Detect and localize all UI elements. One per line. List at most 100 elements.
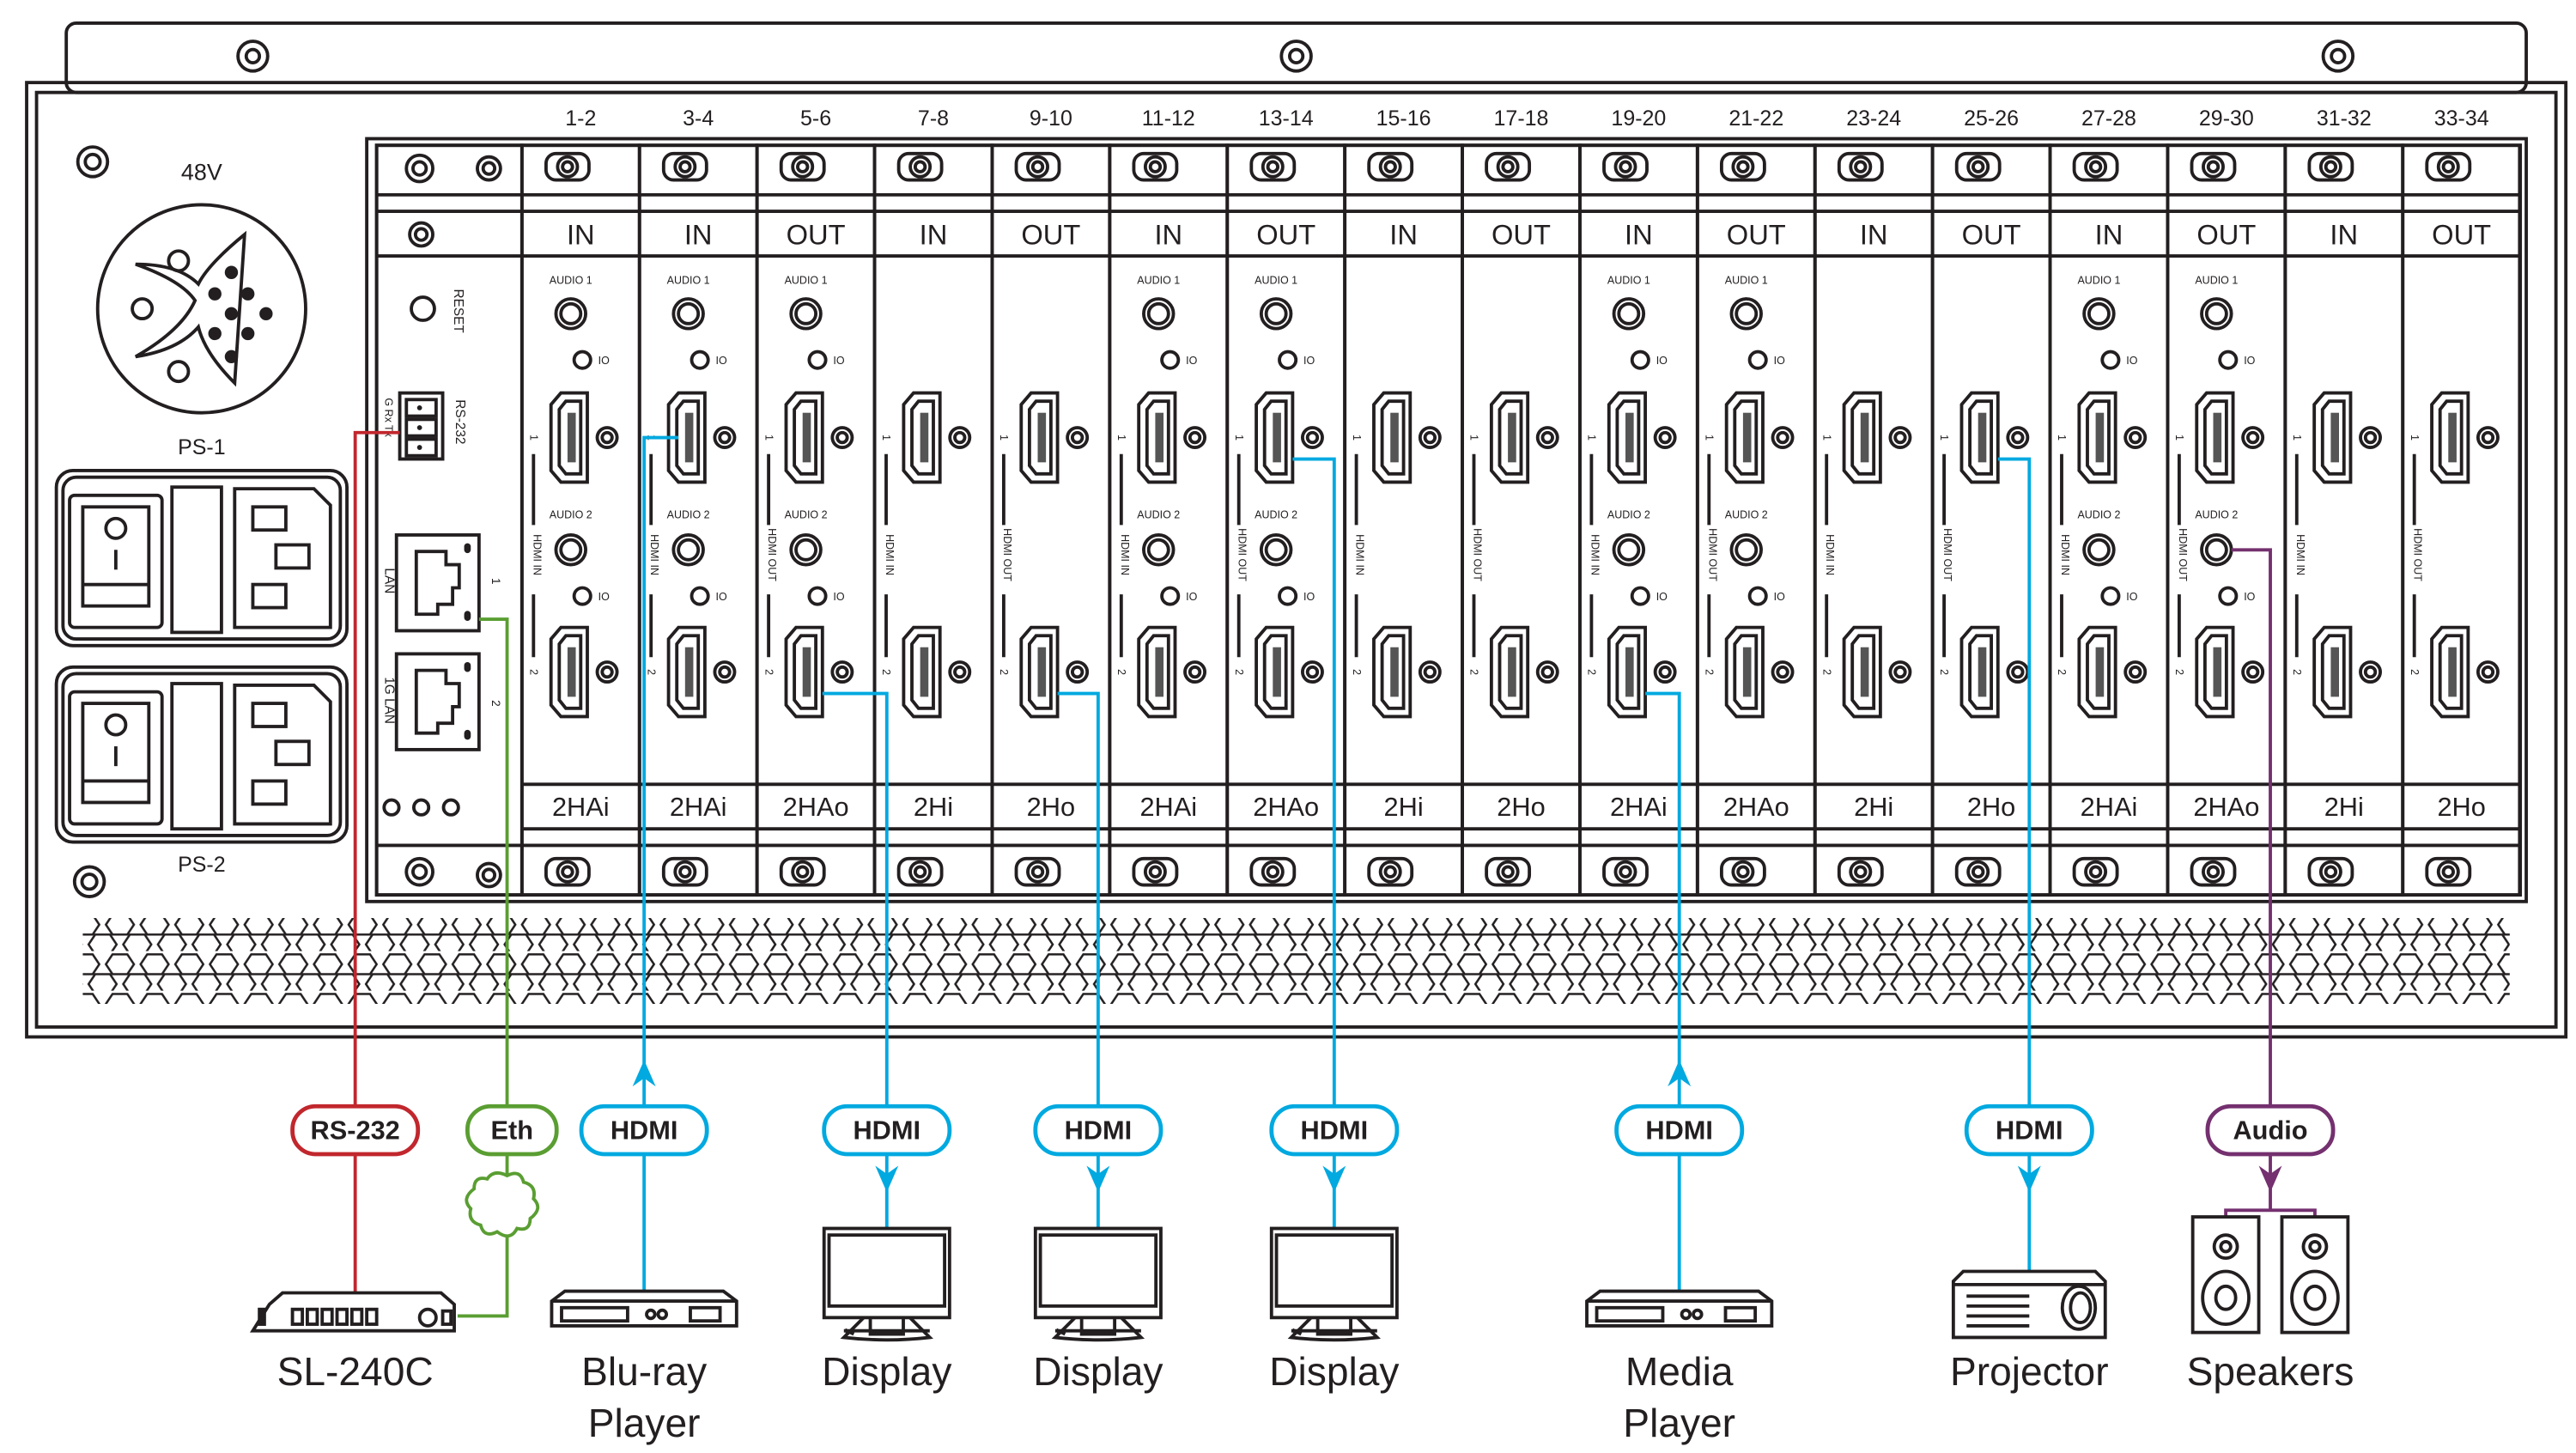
- slot-number-label: 3-4: [683, 106, 714, 131]
- audio1-jack[interactable]: [1729, 297, 1763, 331]
- port-number-label: 2: [1351, 669, 1363, 675]
- hdmi-port-2[interactable]: [1489, 625, 1559, 719]
- port-number-label: 2: [2173, 669, 2185, 675]
- hdmi-port-1[interactable]: [1137, 391, 1207, 484]
- reset-button[interactable]: [410, 295, 436, 322]
- port-number-label: 2: [527, 669, 539, 675]
- hdmi-port-2[interactable]: [666, 625, 737, 719]
- audio2-jack[interactable]: [789, 533, 823, 567]
- audio2-jack[interactable]: [2200, 533, 2233, 567]
- hdmi-port-1[interactable]: [1019, 391, 1090, 484]
- hdmi-port-1[interactable]: [666, 391, 737, 484]
- audio1-jack[interactable]: [789, 297, 823, 331]
- connection-badge: [1614, 1103, 1745, 1157]
- arrow-up-icon: [1668, 1060, 1692, 1087]
- status-led: [382, 798, 401, 817]
- device-name: SL-240C: [277, 1349, 434, 1394]
- audio1-jack[interactable]: [2082, 297, 2116, 331]
- hdmi-port-2[interactable]: [902, 625, 972, 719]
- io-label: IO: [833, 591, 844, 603]
- audio1-jack[interactable]: [1612, 297, 1646, 331]
- hdmi-port-2[interactable]: [1372, 625, 1442, 719]
- hdmi-port-1[interactable]: [1724, 391, 1795, 484]
- io-card-19-20: 19-20 IN 2HAi HDMI IN 1 2 AUDIO 1 IO AUDIO 2 IO: [1578, 106, 1699, 897]
- audio2-jack[interactable]: [554, 533, 587, 567]
- slot-number-label: 25-26: [1964, 106, 2019, 131]
- port-number-label: 1: [880, 435, 892, 441]
- rs232-terminal-port[interactable]: [398, 391, 445, 461]
- io-led: [807, 586, 828, 606]
- port-number-label: 1: [1703, 435, 1715, 441]
- power-switch-2[interactable]: [54, 665, 349, 844]
- hdmi-port-1[interactable]: [784, 391, 854, 484]
- audio2-jack[interactable]: [2082, 533, 2116, 567]
- audio1-jack[interactable]: [1259, 297, 1293, 331]
- hdmi-port-1[interactable]: [902, 391, 972, 484]
- audio1-jack[interactable]: [1142, 297, 1176, 331]
- hdmi-port-2[interactable]: [1724, 625, 1795, 719]
- card-model-label: 2Hi: [1384, 792, 1424, 822]
- devices: SL-240C Blu-ray Player Display Display Displa…: [249, 1208, 2354, 1445]
- audio2-jack[interactable]: [1259, 533, 1293, 567]
- audio1-jack[interactable]: [671, 297, 705, 331]
- io-led: [572, 350, 592, 370]
- power-switch-1[interactable]: [54, 469, 349, 647]
- hdmi-port-1[interactable]: [2430, 391, 2500, 484]
- hdmi-port-2[interactable]: [2077, 625, 2148, 719]
- hdmi-port-1[interactable]: [549, 391, 619, 484]
- port-number-label: 1: [1233, 435, 1245, 441]
- audio1-jack[interactable]: [554, 297, 587, 331]
- hdmi-side-label: HDMI IN: [2059, 534, 2071, 575]
- io-label: IO: [598, 355, 610, 367]
- slot-number-label: 7-8: [918, 106, 949, 131]
- hdmi-port-1[interactable]: [2195, 391, 2265, 484]
- hdmi-port-2[interactable]: [1607, 625, 1677, 719]
- card-model-label: 2HAi: [1610, 792, 1668, 822]
- hdmi-port-1[interactable]: [1372, 391, 1442, 484]
- hdmi-port-1[interactable]: [1842, 391, 1912, 484]
- hdmi-side-label: HDMI OUT: [1706, 528, 1718, 581]
- hdmi-port-2[interactable]: [1019, 625, 1090, 719]
- hdmi-port-2[interactable]: [1137, 625, 1207, 719]
- hdmi-port-1[interactable]: [2312, 391, 2382, 484]
- audio2-label: AUDIO 2: [667, 509, 710, 521]
- hdmi-port-2[interactable]: [549, 625, 619, 719]
- hdmi-port-1[interactable]: [2077, 391, 2148, 484]
- audio2-jack[interactable]: [1612, 533, 1646, 567]
- arrow-down-icon: [2258, 1165, 2282, 1193]
- hdmi-port-2[interactable]: [2312, 625, 2382, 719]
- connection-6: HDMI: [1614, 691, 1745, 1292]
- slot-direction-label: IN: [1625, 219, 1653, 251]
- lan-port-1[interactable]: [394, 533, 481, 633]
- hdmi-port-1[interactable]: [1959, 391, 2030, 484]
- hdmi-port-2[interactable]: [1959, 625, 2030, 719]
- slot-direction-label: IN: [1154, 219, 1182, 251]
- port-number-label: 1: [2056, 435, 2068, 441]
- audio1-jack[interactable]: [2200, 297, 2233, 331]
- audio1-label: AUDIO 1: [550, 275, 592, 287]
- hdmi-port-2[interactable]: [2195, 625, 2265, 719]
- hdmi-port-2[interactable]: [1842, 625, 1912, 719]
- hdmi-port-1[interactable]: [1255, 391, 1324, 484]
- hdmi-port-2[interactable]: [1255, 625, 1324, 719]
- device-name: Display: [1269, 1349, 1399, 1394]
- hdmi-port-1[interactable]: [1607, 391, 1677, 484]
- hdmi-port-1[interactable]: [1489, 391, 1559, 484]
- io-card-1-2: 1-2 IN 2HAi HDMI IN 1 2 AUDIO 1 IO AUDIO 2 IO: [519, 106, 641, 897]
- io-led: [690, 586, 710, 606]
- audio2-jack[interactable]: [1142, 533, 1176, 567]
- io-card-13-14: 13-14 OUT 2HAo HDMI OUT 1 2 AUDIO 1 IO AUDIO 2 IO: [1225, 106, 1347, 897]
- hdmi-side-label: HDMI IN: [2294, 534, 2306, 575]
- lan-port-2[interactable]: [394, 652, 481, 751]
- hdmi-port-2[interactable]: [784, 625, 854, 719]
- audio2-jack[interactable]: [1729, 533, 1763, 567]
- port-number-label: 1: [1820, 435, 1832, 441]
- connection-0: RS-232: [290, 430, 421, 1298]
- arrow-up-icon: [632, 1060, 656, 1087]
- arrow-down-icon: [1322, 1165, 1346, 1193]
- audio2-jack[interactable]: [671, 533, 705, 567]
- network-cloud-icon: [465, 1170, 540, 1238]
- io-label: IO: [2126, 591, 2137, 603]
- slot-direction-label: IN: [2095, 219, 2123, 251]
- hdmi-port-2[interactable]: [2430, 625, 2500, 719]
